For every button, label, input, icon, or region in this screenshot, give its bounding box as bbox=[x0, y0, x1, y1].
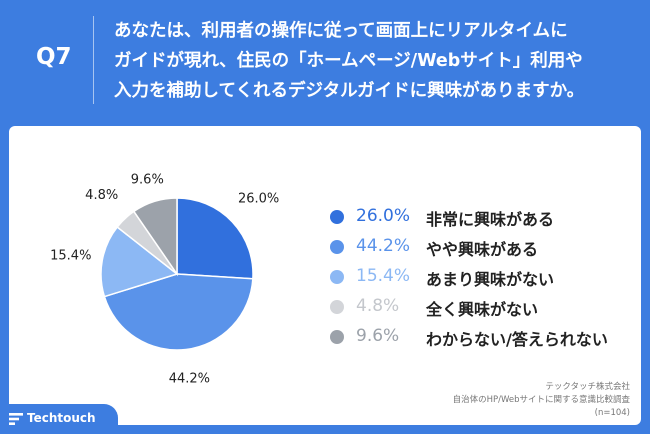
pie-chart: 26.0% 44.2% 15.4% 4.8% 9.6% bbox=[50, 173, 279, 387]
logo-icon bbox=[9, 413, 23, 425]
header-divider bbox=[93, 16, 94, 104]
pie-slice-label: 26.0% bbox=[238, 191, 279, 206]
pie-slice-label: 15.4% bbox=[50, 248, 91, 263]
pie-slice bbox=[103, 273, 254, 351]
legend-swatch bbox=[330, 330, 344, 344]
question-line-2: ガイドが現れ、住民の「ホームページ/Webサイト」利用や bbox=[114, 51, 583, 71]
pie-slice-label: 44.2% bbox=[169, 371, 210, 386]
legend-value: 26.0% bbox=[356, 206, 411, 226]
logo-text: Techtouch bbox=[27, 411, 96, 425]
pie-slice bbox=[176, 197, 254, 280]
pie-slice bbox=[100, 225, 179, 298]
question-text: あなたは、利用者の操作に従って画面上にリアルタイムに ガイドが現れ、住民の「ホー… bbox=[114, 16, 644, 106]
legend-swatch bbox=[330, 210, 344, 224]
legend-label: わからない/答えられない bbox=[426, 330, 608, 349]
legend-swatch bbox=[330, 300, 344, 314]
question-line-1: あなたは、利用者の操作に従って画面上にリアルタイムに bbox=[114, 21, 568, 41]
legend-value: 4.8% bbox=[356, 296, 400, 316]
pie-slice bbox=[132, 197, 178, 277]
pie-slice-label: 4.8% bbox=[85, 188, 118, 203]
question-number: Q7 bbox=[36, 44, 72, 70]
techtouch-logo: Techtouch bbox=[0, 404, 118, 434]
source-note: テックタッチ株式会社 自治体のHP/Webサイトに関する意識比較調査 (n=10… bbox=[453, 381, 630, 420]
header: Q7 あなたは、利用者の操作に従って画面上にリアルタイムに ガイドが現れ、住民の… bbox=[0, 0, 650, 122]
source-sample: (n=104) bbox=[594, 408, 630, 418]
source-company: テックタッチ株式会社 bbox=[545, 382, 630, 392]
legend-swatch bbox=[330, 240, 344, 254]
question-line-3: 入力を補助してくれるデジタルガイドに興味がありますか。 bbox=[114, 81, 585, 101]
legend-value: 44.2% bbox=[356, 236, 411, 256]
legend-value: 9.6% bbox=[356, 326, 400, 346]
chart-panel: 26.0% 44.2% 15.4% 4.8% 9.6% bbox=[9, 126, 641, 425]
legend-label: やや興味がある bbox=[426, 240, 539, 259]
legend-swatch bbox=[330, 270, 344, 284]
source-survey: 自治体のHP/Webサイトに関する意識比較調査 bbox=[452, 395, 630, 405]
legend-label: 全く興味がない bbox=[426, 300, 539, 319]
legend-label: 非常に興味がある bbox=[426, 210, 555, 229]
pie-slice-label: 9.6% bbox=[131, 173, 164, 188]
legend-label: あまり興味がない bbox=[426, 270, 555, 289]
legend-value: 15.4% bbox=[356, 266, 411, 286]
